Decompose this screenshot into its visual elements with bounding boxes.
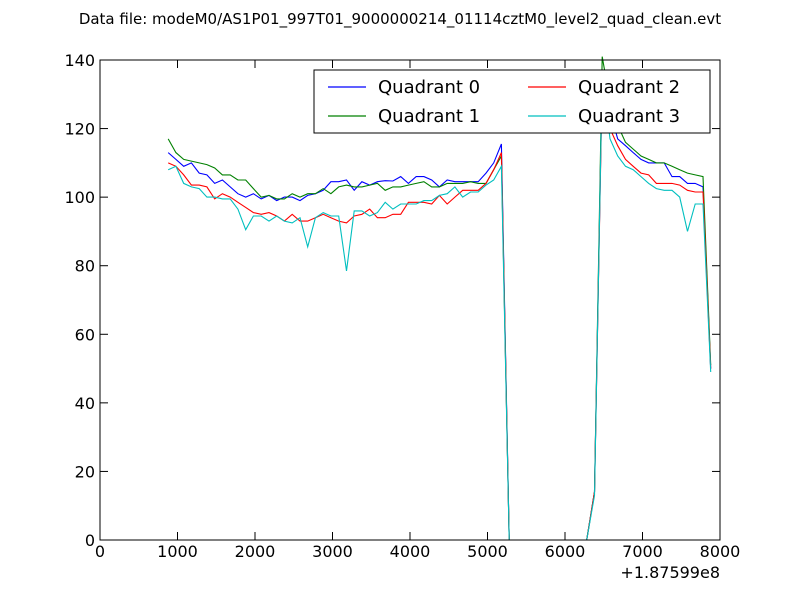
- y-tick-label: 120: [64, 120, 95, 139]
- y-tick-label: 60: [75, 325, 95, 344]
- x-tick-label: 6000: [545, 542, 586, 561]
- x-axis-offset-label: +1.87599e8: [620, 563, 720, 582]
- x-tick-label: 0: [95, 542, 105, 561]
- y-tick-label: 140: [64, 51, 95, 70]
- x-tick-label: 2000: [235, 542, 276, 561]
- x-tick-label: 3000: [312, 542, 353, 561]
- x-tick-label: 7000: [622, 542, 663, 561]
- chart-title: Data file: modeM0/AS1P01_997T01_90000002…: [79, 10, 721, 29]
- legend-box: [313, 69, 711, 134]
- x-tick-label: 4000: [390, 542, 431, 561]
- legend-label-quadrant-2: Quadrant 2: [578, 77, 680, 98]
- legend-label-quadrant-3: Quadrant 3: [578, 106, 680, 127]
- legend-label-quadrant-1: Quadrant 1: [378, 106, 480, 127]
- y-tick-label: 40: [75, 394, 95, 413]
- series-line-quadrant-0: [167, 73, 712, 541]
- axis-ticks: 0 1000 2000 3000 4000 5000 6000 7000 8000 0 20 40 60…: [64, 51, 740, 561]
- x-tick-label: 5000: [467, 542, 508, 561]
- y-tick-label: 20: [75, 462, 95, 481]
- legend-label-quadrant-0: Quadrant 0: [378, 77, 480, 98]
- x-tick-label: 1000: [157, 542, 198, 561]
- legend: Quadrant 0 Quadrant 1 Quadrant 2 Quadrant 3: [313, 69, 711, 134]
- y-tick-label: 0: [85, 531, 95, 550]
- x-tick-label: 8000: [700, 542, 741, 561]
- y-tick-label: 100: [64, 188, 95, 207]
- series-line-quadrant-3: [167, 73, 712, 541]
- y-tick-label: 80: [75, 257, 95, 276]
